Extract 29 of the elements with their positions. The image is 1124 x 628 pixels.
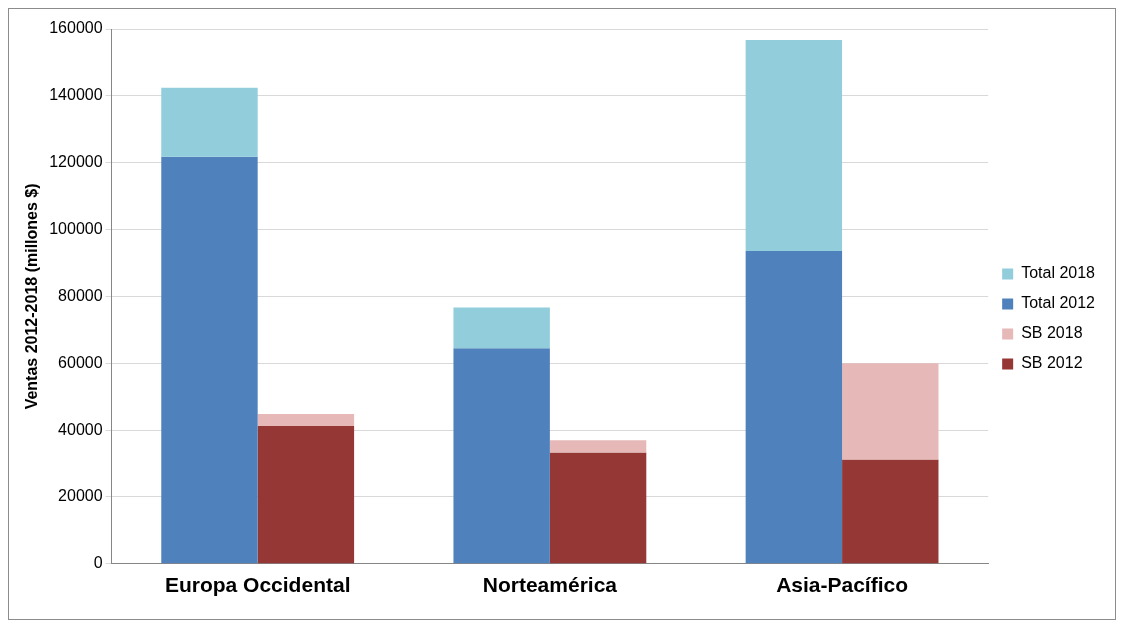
y-tick-label: 0 [93, 554, 103, 572]
y-tick-label: 120000 [49, 153, 103, 171]
legend-label: Total 2012 [1021, 294, 1096, 312]
y-tick-label: 20000 [58, 487, 103, 505]
bar [161, 87, 258, 157]
bar [842, 363, 939, 460]
bar [745, 250, 843, 564]
legend-label: SB 2018 [1021, 324, 1083, 342]
bar [257, 414, 355, 427]
legend-label: SB 2012 [1021, 354, 1083, 372]
y-tick-label: 80000 [58, 286, 103, 304]
bar [161, 156, 258, 564]
bar [453, 348, 550, 564]
bar [453, 307, 550, 349]
y-tick-label: 100000 [49, 219, 103, 237]
y-tick-label: 160000 [49, 19, 103, 37]
bar [257, 426, 355, 564]
x-tick-label: Asia-Pacífico [776, 573, 909, 597]
bar [842, 459, 939, 564]
legend-label: Total 2018 [1021, 264, 1096, 282]
y-tick-label: 40000 [58, 420, 103, 438]
bar [549, 452, 647, 564]
y-tick-label: 60000 [58, 353, 103, 371]
bar [745, 40, 843, 251]
bar [549, 440, 647, 453]
x-tick-label: Europa Occidental [164, 573, 351, 597]
y-axis-title: Ventas 2012-2018 (millones $) [23, 183, 41, 410]
x-tick-label: Norteamérica [482, 573, 618, 597]
y-tick-label: 140000 [49, 86, 103, 104]
